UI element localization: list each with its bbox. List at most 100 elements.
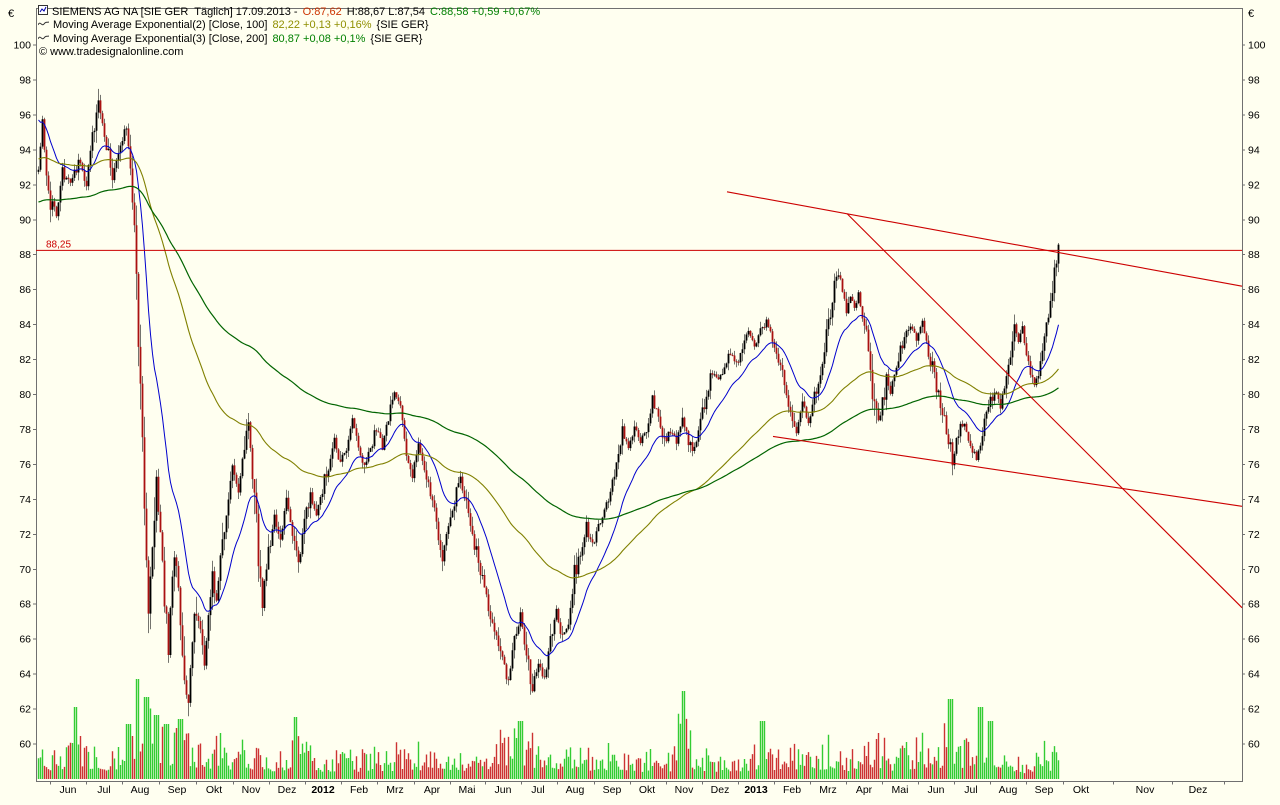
y-tick-label: 70 — [19, 564, 31, 576]
y-tick-label: 90 — [19, 214, 31, 226]
ma3-value: 80,87 +0,08 +0,1% — [272, 32, 366, 45]
ma3-suffix: {SIE GER} — [370, 32, 423, 45]
x-tick-label: Nov — [242, 784, 261, 796]
ema-blue-line — [38, 119, 1059, 657]
y-tick-label: 86 — [19, 284, 31, 296]
y-tick-label: 60 — [1248, 739, 1260, 751]
x-tick-label: Okt — [206, 784, 222, 796]
plot-frame — [36, 8, 1243, 782]
ema-olive-line — [38, 157, 1059, 579]
y-tick-label: 62 — [19, 704, 31, 716]
x-tick-label: Mrz — [819, 784, 837, 796]
ma-curve-icon — [37, 19, 50, 31]
x-tick-label: Aug — [566, 784, 585, 796]
currency-symbol-right: € — [1248, 8, 1254, 20]
y-tick-label: 86 — [1248, 284, 1260, 296]
y-tick-label: 92 — [19, 179, 31, 191]
x-axis: Jun Jul Aug Sep Okt Nov Dez 2012 Feb Mrz Apr Mai Jun… — [50, 781, 1225, 796]
y-tick-label: 82 — [19, 354, 31, 366]
y-tick-label: 80 — [19, 389, 31, 401]
x-tick-label: Feb — [350, 784, 368, 796]
ma-curve-icon — [37, 33, 50, 45]
legend-instrument-line: SIEMENS AG NA [SIE GER Täglich] 17.09.20… — [38, 5, 545, 19]
ma2-label: Moving Average Exponential(2) [Close, 10… — [53, 19, 268, 32]
x-tick-label: Sep — [1035, 784, 1054, 796]
ema-green-line — [38, 185, 1059, 520]
trendline-2 — [846, 213, 1243, 609]
y-tick-label: 62 — [1248, 704, 1260, 716]
x-tick-label: Apr — [424, 784, 441, 796]
x-tick-label: Mai — [892, 784, 909, 796]
x-tick-label: Jun — [495, 784, 512, 796]
y-tick-label: 68 — [19, 599, 31, 611]
x-tick-label: Jun — [928, 784, 945, 796]
trendline-3 — [772, 435, 1243, 507]
x-tick-label: Dez — [711, 784, 730, 796]
y-tick-label: 74 — [19, 494, 31, 506]
y-tick-label: 96 — [1248, 109, 1260, 121]
trendline-1 — [726, 191, 1243, 287]
y-tick-label: 84 — [19, 319, 31, 331]
ma2-suffix: {SIE GER} — [376, 19, 429, 32]
y-axis-left: 100 98 96 94 92 90 88 86 84 82 80 78 76 74 72 70 68 66 64 6… — [8, 8, 36, 751]
x-tick-label: 2013 — [744, 784, 768, 796]
ma2-value: 82,22 +0,13 +0,16% — [272, 19, 372, 32]
y-tick-label: 98 — [19, 74, 31, 86]
currency-symbol-left: € — [8, 8, 14, 20]
x-tick-label: Aug — [131, 784, 150, 796]
y-tick-label: 78 — [1248, 424, 1260, 436]
highlow-value: H:88,67 L:87,54 — [346, 5, 426, 18]
ma3-label: Moving Average Exponential(3) [Close, 20… — [53, 32, 268, 45]
y-tick-label: 94 — [1248, 144, 1260, 156]
x-tick-label: Mai — [459, 784, 476, 796]
y-tick-label: 76 — [1248, 459, 1260, 471]
x-tick-label: Dez — [278, 784, 297, 796]
legend-ma3-line: Moving Average Exponential(3) [Close, 20… — [37, 32, 545, 46]
x-tick-label: Nov — [675, 784, 694, 796]
y-tick-label: 68 — [1248, 599, 1260, 611]
y-tick-label: 78 — [19, 424, 31, 436]
legend-ma2-line: Moving Average Exponential(2) [Close, 10… — [37, 19, 545, 33]
candlesticks — [37, 88, 1060, 717]
copyright-line: © www.tradesignalonline.com — [38, 46, 545, 60]
open-value: O:87,62 — [302, 5, 342, 18]
y-tick-label: 96 — [19, 109, 31, 121]
y-tick-label: 92 — [1248, 179, 1260, 191]
y-tick-label: 70 — [1248, 564, 1260, 576]
y-tick-label: 90 — [1248, 214, 1260, 226]
y-tick-label: 88 — [1248, 249, 1260, 261]
x-tick-label: Mrz — [386, 784, 404, 796]
y-tick-label: 74 — [1248, 494, 1260, 506]
x-tick-label: Apr — [856, 784, 873, 796]
x-tick-label: Nov — [1136, 784, 1155, 796]
x-tick-label: Sep — [168, 784, 187, 796]
y-tick-label: 66 — [19, 634, 31, 646]
y-tick-label: 64 — [1248, 669, 1260, 681]
x-tick-label: Aug — [999, 784, 1018, 796]
y-tick-label: 66 — [1248, 634, 1260, 646]
price-line-label: 88,25 — [46, 239, 71, 250]
y-tick-label: 76 — [19, 459, 31, 471]
y-axis-right: 100 98 96 94 92 90 88 86 84 82 80 78 76 74 72 70 68 66 64 6… — [1242, 8, 1266, 751]
x-tick-label: Jun — [60, 784, 77, 796]
x-tick-label: Jul — [964, 784, 977, 796]
y-tick-label: 72 — [1248, 529, 1260, 541]
volume-bars — [37, 679, 1060, 779]
y-tick-label: 64 — [19, 669, 31, 681]
instrument-icon — [38, 5, 48, 18]
y-tick-label: 82 — [1248, 354, 1260, 366]
y-tick-label: 98 — [1248, 74, 1260, 86]
y-tick-label: 84 — [1248, 319, 1260, 331]
close-value: C:88,58 +0,59 +0,67% — [430, 5, 541, 18]
x-tick-label: Okt — [639, 784, 655, 796]
y-tick-label: 100 — [13, 40, 31, 52]
horizontal-price-line: 88,25 — [36, 239, 1242, 251]
x-tick-label: Okt — [1073, 784, 1089, 796]
y-tick-label: 88 — [19, 249, 31, 261]
x-tick-label: Dez — [1189, 784, 1208, 796]
y-tick-label: 72 — [19, 529, 31, 541]
y-tick-label: 100 — [1248, 40, 1266, 52]
x-tick-label: Feb — [783, 784, 801, 796]
